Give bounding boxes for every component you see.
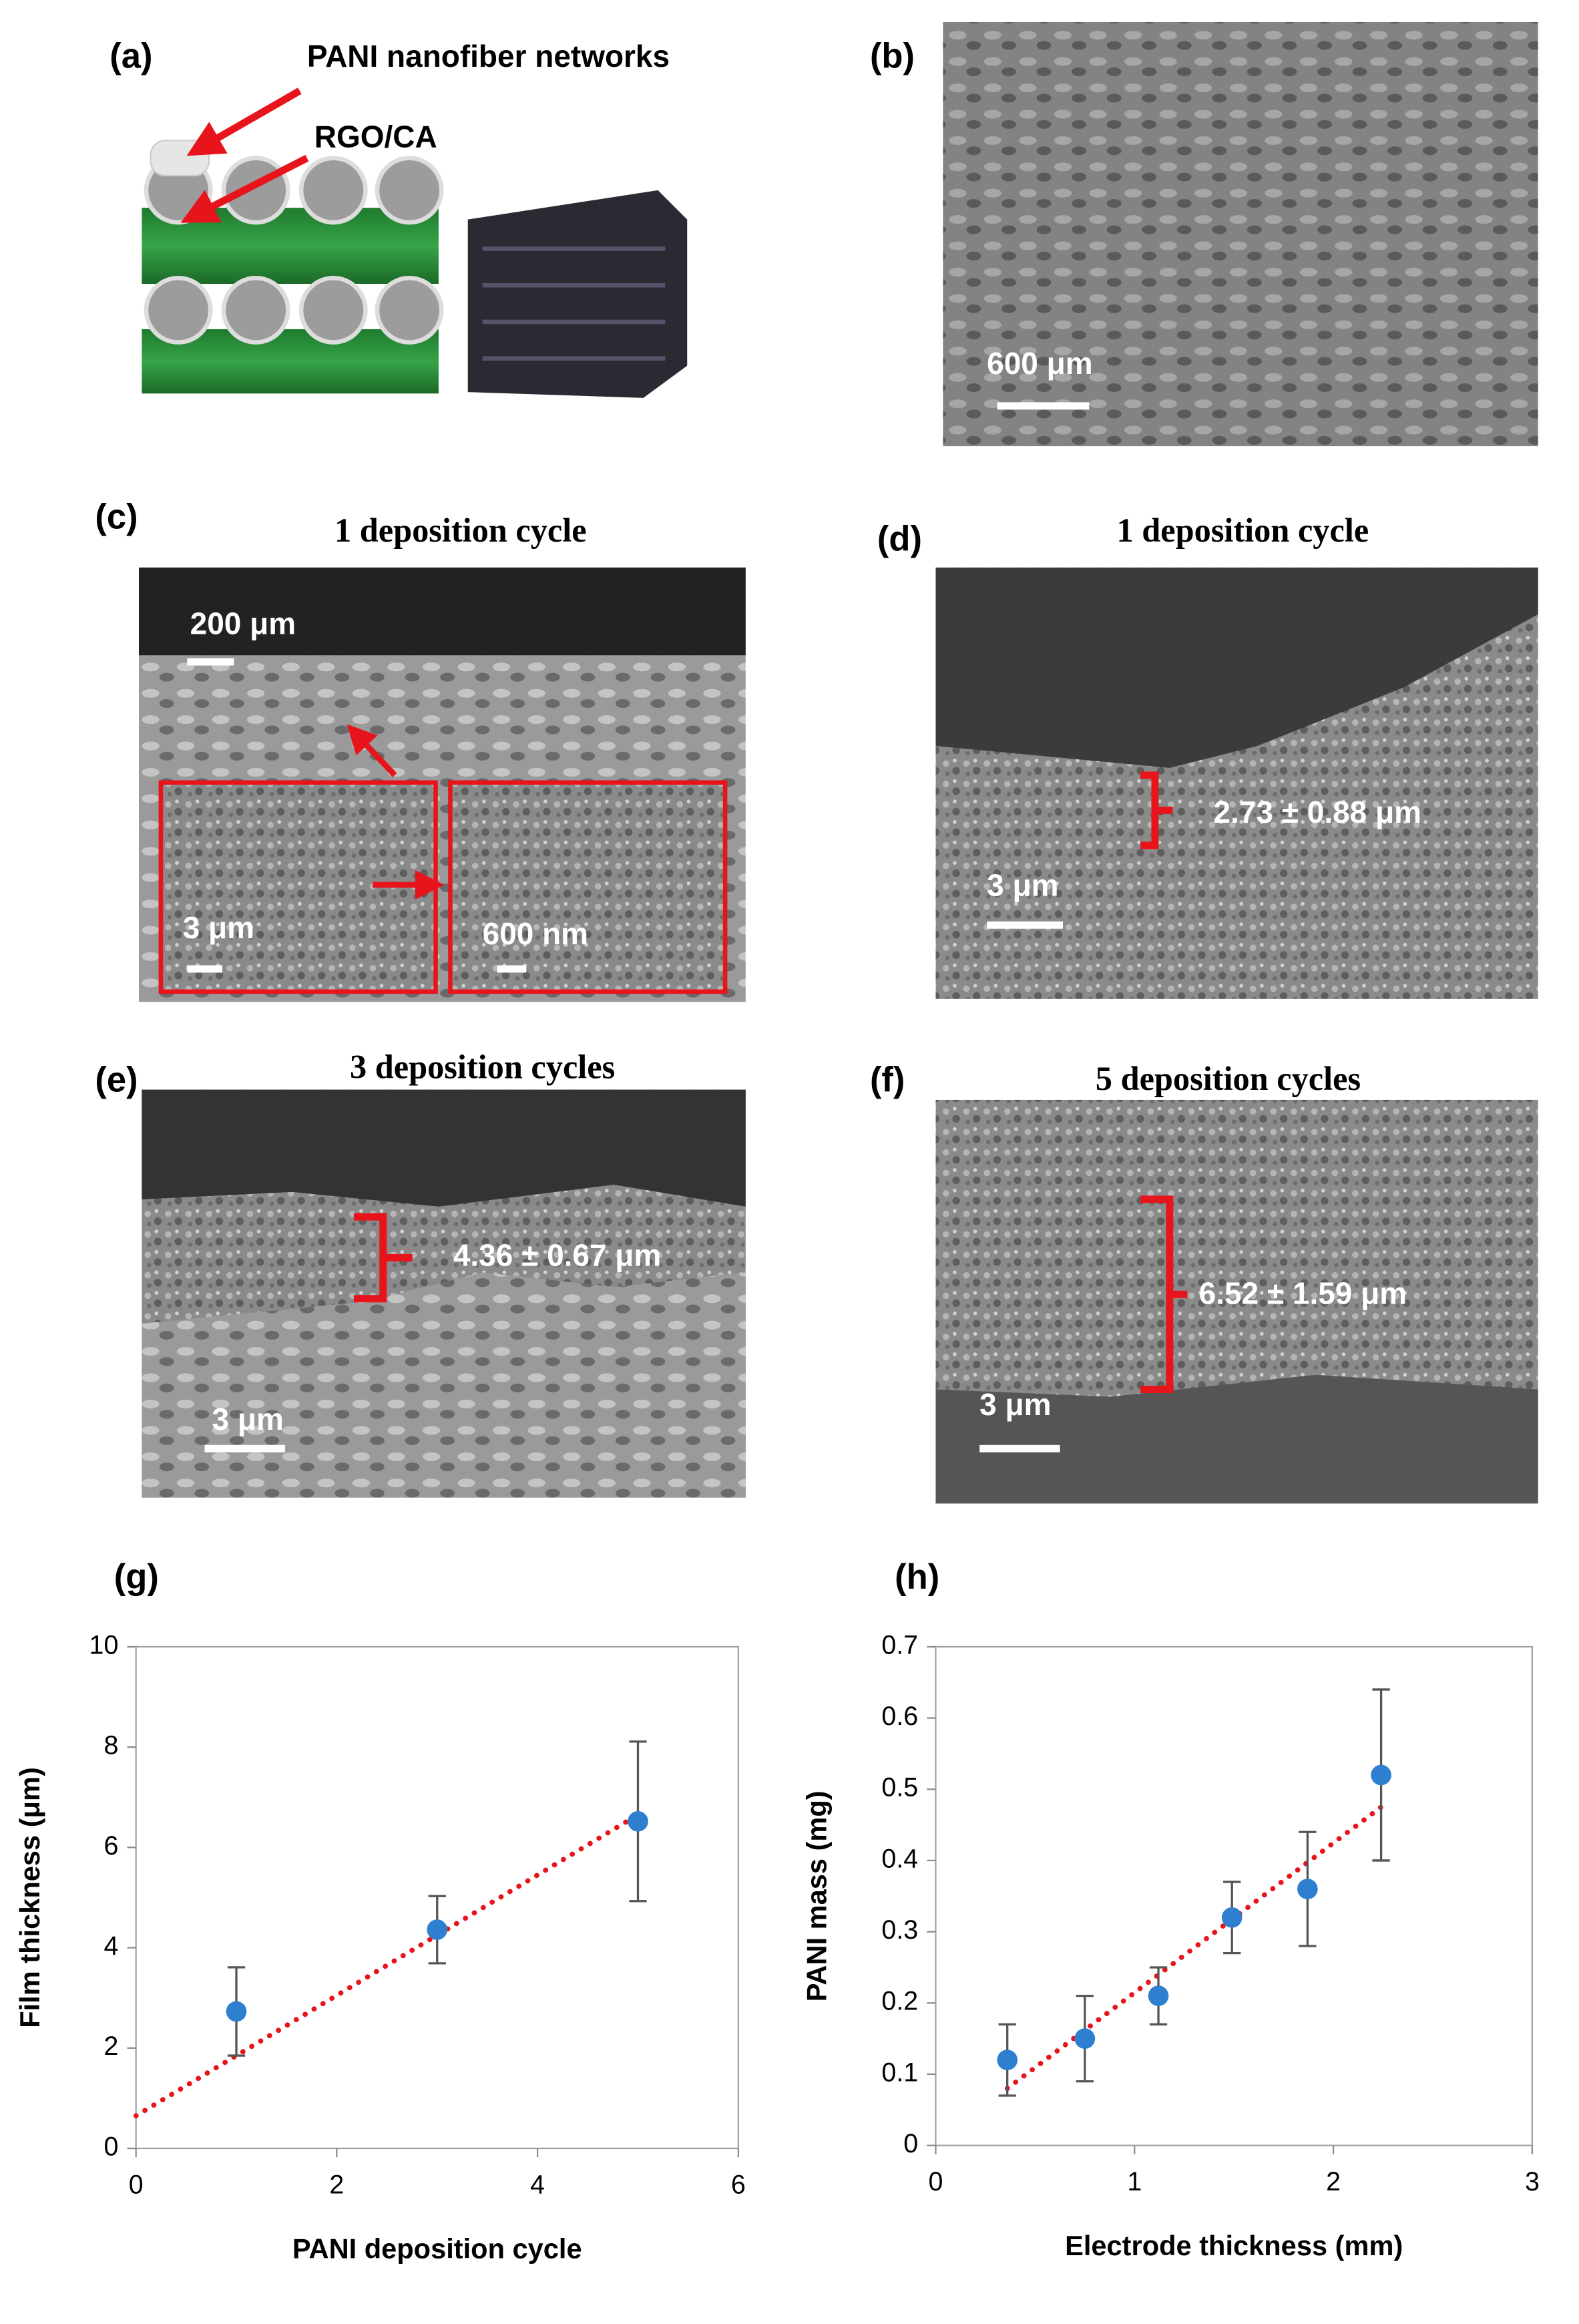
panel-e: (e) 3 deposition cycles 4.36 ± 0.67 μm 3…: [95, 1048, 746, 1498]
y-axis-label: Film thickness (μm): [14, 1767, 45, 2028]
y-tick-label: 0: [103, 2132, 118, 2161]
scale-label: 3 μm: [987, 868, 1058, 903]
thickness-bracket: [1140, 1195, 1188, 1393]
panel-title: 3 deposition cycles: [350, 1048, 615, 1086]
panel-title: 5 deposition cycles: [1096, 1060, 1361, 1097]
panel-label: (c): [95, 497, 138, 536]
panel-label: (d): [877, 519, 922, 558]
y-tick-label: 8: [103, 1731, 118, 1760]
point: [1148, 1985, 1169, 2006]
scale-label: 600 μm: [987, 346, 1092, 381]
x-tick-label: 2: [1326, 2167, 1341, 2196]
point: [1221, 1907, 1243, 1928]
scale-label: 3 μm: [979, 1387, 1051, 1422]
scale-bar: [979, 1444, 1060, 1452]
panel-label: (a): [109, 37, 152, 76]
y-tick-label: 0.5: [881, 1773, 918, 1802]
x-tick-label: 6: [731, 2170, 746, 2199]
scale-bar: [497, 965, 527, 973]
point: [997, 2050, 1018, 2070]
x-tick-label: 1: [1127, 2167, 1142, 2196]
panel-title: 1 deposition cycle: [334, 512, 587, 549]
scale-bar: [987, 921, 1063, 929]
y-tick-label: 4: [103, 1931, 118, 1961]
scale-bar: [187, 965, 222, 973]
y-tick-label: 0: [903, 2129, 918, 2158]
scale-bar: [204, 1444, 286, 1452]
point: [1074, 2028, 1096, 2049]
x-tick-label: 0: [129, 2170, 144, 2199]
panel-c: (c) 1 deposition cycle 200 μm 3 μm 600 n…: [95, 497, 746, 1002]
scale-label: 200 μm: [190, 606, 296, 641]
y-axis-label: PANI mass (mg): [801, 1790, 832, 2001]
panel-d: (d) 1 deposition cycle 2.73 ± 0.88 μm 3 …: [877, 512, 1538, 999]
scale-bar: [187, 658, 234, 666]
panel-a: (a) PANI nanofiber networks RGO/CA: [109, 37, 688, 398]
x-axis-label: PANI deposition cycle: [292, 2233, 582, 2264]
panel-label: (f): [870, 1060, 905, 1100]
y-tick-label: 0.6: [881, 1702, 918, 1731]
inset: [448, 780, 728, 994]
y-tick-label: 0.3: [881, 1915, 918, 1945]
panel-label: (e): [95, 1060, 138, 1100]
x-tick-label: 3: [1525, 2167, 1540, 2196]
point: [427, 1919, 448, 1940]
callout: PANI nanofiber networks: [307, 39, 670, 73]
thickness-bracket: [353, 1213, 413, 1303]
panel-label: (h): [895, 1557, 939, 1597]
plot-frame: [135, 1645, 739, 2150]
scale-label: 600 nm: [483, 916, 588, 951]
y-tick-label: 0.1: [881, 2058, 918, 2087]
panel-f: (f) 5 deposition cycles 6.52 ± 1.59 μm 3…: [870, 1060, 1538, 1504]
x-tick-label: 2: [329, 2170, 344, 2199]
thickness-label: 6.52 ± 1.59 μm: [1199, 1276, 1407, 1311]
scale-bar: [997, 402, 1090, 410]
y-tick-label: 0.7: [881, 1630, 918, 1660]
y-tick-label: 0.2: [881, 1987, 918, 2016]
x-axis-label: Electrode thickness (mm): [1065, 2230, 1403, 2261]
y-tick-label: 10: [89, 1630, 119, 1660]
y-tick-label: 2: [103, 2031, 118, 2061]
x-tick-label: 4: [530, 2170, 545, 2199]
point: [628, 1810, 648, 1832]
x-tick-label: 0: [929, 2167, 943, 2196]
y-tick-label: 0.4: [881, 1844, 918, 1873]
thickness-label: 4.36 ± 0.67 μm: [453, 1238, 661, 1273]
trendline: [133, 1812, 641, 2119]
point: [1371, 1764, 1391, 1786]
thickness-label: 2.73 ± 0.88 μm: [1214, 795, 1421, 829]
point: [1297, 1879, 1318, 1899]
panel-label: (b): [870, 37, 915, 76]
scale-label: 3 μm: [212, 1402, 284, 1436]
scale-label: 3 μm: [183, 910, 254, 945]
y-tick-label: 6: [103, 1831, 118, 1861]
scaffold: [467, 190, 688, 398]
thickness-bracket: [1140, 771, 1173, 849]
trendline: [1004, 1804, 1384, 2092]
point: [226, 2001, 247, 2022]
callout: RGO/CA: [314, 119, 437, 154]
plot-frame: [935, 1645, 1534, 2146]
panel-label: (g): [114, 1557, 159, 1597]
panel-b: (b) 600 μm: [870, 22, 1538, 447]
panel-title: 1 deposition cycle: [1117, 512, 1369, 549]
sem-image: [943, 22, 1538, 447]
